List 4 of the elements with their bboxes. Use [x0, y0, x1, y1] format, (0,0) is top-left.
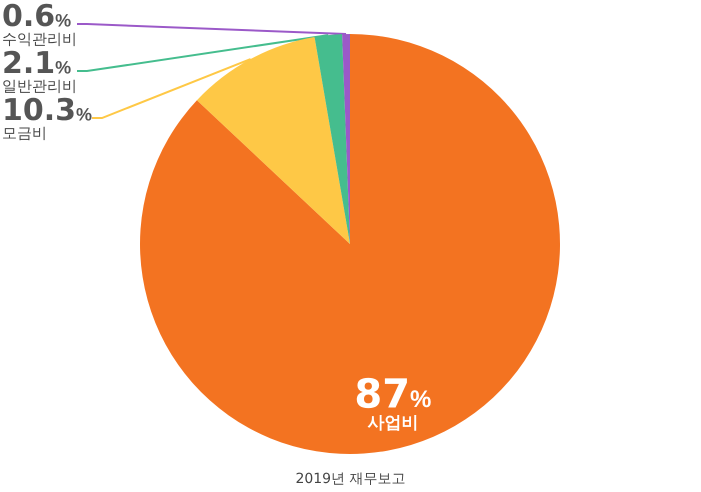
- slice-label: 일반관리비: [2, 77, 77, 96]
- text: 2019년 재무보고: [295, 471, 406, 487]
- slice-label: 수익관리비: [2, 30, 77, 48]
- slice-label: 모금비: [2, 124, 47, 142]
